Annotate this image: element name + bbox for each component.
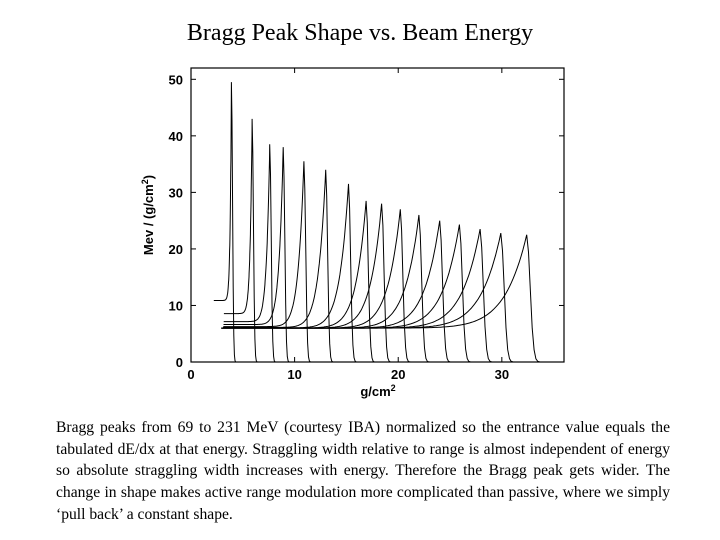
bragg-curve-1 [213,82,240,363]
bragg-curve-5 [223,161,316,363]
bragg-curve-7 [222,183,363,363]
axis-ticks: 0 10 20 30 0 10 20 30 40 50 [169,68,564,382]
bragg-curve-2 [223,118,261,363]
plot-frame [190,67,565,363]
bragg-peak-chart: 0 10 20 30 0 10 20 30 40 50 g/cm2 Mev / (g/cm2) [140,67,565,399]
x-tick-label: 0 [187,367,194,382]
bragg-curve-10 [222,209,418,363]
y-tick-label: 40 [169,129,183,144]
y-tick-label: 0 [176,355,183,370]
plot-area-border [190,67,565,363]
y-tick-label: 20 [169,242,183,257]
bragg-curve-6 [223,169,339,363]
curves-layer [213,82,551,363]
y-tick-label: 30 [169,185,183,200]
x-axis-label: g/cm2 [360,383,395,399]
y-tick-label: 10 [169,298,183,313]
caption-text: Bragg peaks from 69 to 231 MeV (courtesy… [56,419,670,523]
bragg-curve-8 [222,200,382,363]
bragg-curve-4 [223,147,294,363]
slide-title: Bragg Peak Shape vs. Beam Energy [186,20,534,46]
bragg-curve-16 [221,234,551,363]
x-tick-label: 10 [287,367,301,382]
x-tick-label: 20 [391,367,405,382]
y-axis-label: Mev / (g/cm2) [140,175,156,255]
y-tick-label: 50 [169,72,183,87]
x-tick-label: 30 [495,367,509,382]
bragg-curve-12 [221,220,459,363]
bragg-curve-3 [223,144,280,363]
